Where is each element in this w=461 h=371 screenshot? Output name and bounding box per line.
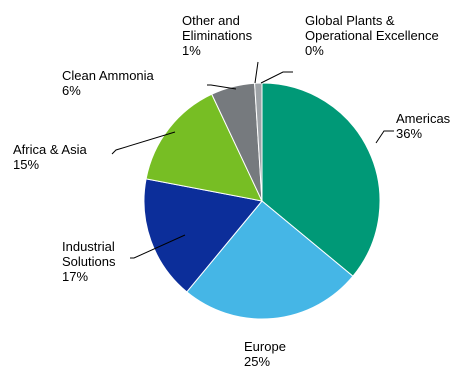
slice-africa-and-asia (145, 93, 263, 202)
slice-label-other-and-eliminations: Other and Eliminations 1% (182, 13, 253, 58)
slice-percent: 25% (244, 354, 270, 369)
pie-slices (143, 82, 381, 320)
slice-name: Americas (396, 111, 451, 126)
slice-percent: 0% (305, 43, 324, 58)
slice-label-africa-and-asia: Africa & Asia 15% (13, 142, 87, 172)
slice-americas (261, 82, 381, 277)
slice-labels: Americas 36%Europe 25%Industrial Solutions 1… (13, 13, 451, 369)
slice-label-industrial-solutions: Industrial Solutions 17% (62, 239, 116, 284)
slice-label-europe: Europe 25% (244, 339, 286, 369)
slice-percent: 36% (396, 126, 422, 141)
slice-percent: 15% (13, 157, 39, 172)
leader-line-other-and-eliminations (254, 61, 259, 84)
leader-line-africa-and-asia (111, 131, 176, 155)
slice-name: Africa & Asia (13, 142, 87, 157)
slice-name: Other and (182, 13, 240, 28)
leader-line-americas (375, 130, 394, 144)
slice-name: Europe (244, 339, 286, 354)
slice-name: Global Plants & (305, 13, 395, 28)
slice-name: Clean Ammonia (62, 68, 155, 83)
slice-label-americas: Americas 36% (396, 111, 451, 141)
slice-percent: 6% (62, 83, 81, 98)
slice-label-global-plants-and-operational-excellence: Global Plants & Operational Excellence 0% (305, 13, 439, 58)
slice-name: Industrial (62, 239, 115, 254)
slice-label-clean-ammonia: Clean Ammonia 6% (62, 68, 155, 98)
slice-name: Eliminations (182, 28, 253, 43)
leader-line-clean-ammonia (207, 84, 237, 90)
leader-line-industrial-solutions (130, 234, 186, 259)
slice-name: Operational Excellence (305, 28, 439, 43)
slice-industrial-solutions (143, 178, 263, 293)
slice-name: Solutions (62, 254, 116, 269)
slice-europe (186, 200, 354, 320)
leader-line-global-plants-and-operational-excellence (260, 71, 293, 84)
slice-percent: 17% (62, 269, 88, 284)
leader-lines (111, 61, 394, 259)
slice-percent: 1% (182, 43, 201, 58)
